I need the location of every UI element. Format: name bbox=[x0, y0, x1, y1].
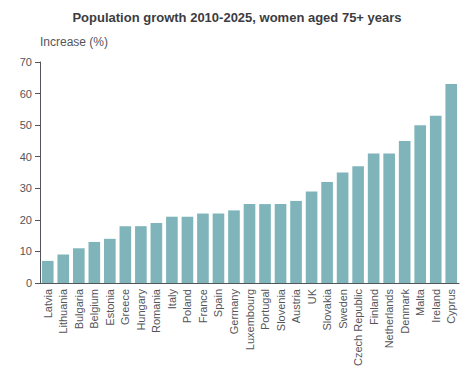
svg-text:Slovakia: Slovakia bbox=[321, 288, 333, 330]
svg-text:Portugal: Portugal bbox=[259, 289, 271, 330]
svg-text:Ireland: Ireland bbox=[430, 289, 442, 323]
svg-text:Belgium: Belgium bbox=[88, 289, 100, 329]
svg-text:0: 0 bbox=[26, 277, 32, 289]
svg-text:Finland: Finland bbox=[368, 289, 380, 325]
svg-text:40: 40 bbox=[20, 151, 32, 163]
svg-text:Spain: Spain bbox=[212, 289, 224, 317]
svg-text:Estonia: Estonia bbox=[104, 288, 116, 326]
svg-text:Austria: Austria bbox=[290, 288, 302, 323]
svg-text:Poland: Poland bbox=[181, 289, 193, 323]
svg-text:Sweden: Sweden bbox=[337, 289, 349, 329]
svg-text:60: 60 bbox=[20, 88, 32, 100]
svg-text:10: 10 bbox=[20, 245, 32, 257]
svg-text:Bulgaria: Bulgaria bbox=[73, 288, 85, 329]
svg-text:Romania: Romania bbox=[150, 288, 162, 333]
svg-text:50: 50 bbox=[20, 119, 32, 131]
svg-text:Lithuania: Lithuania bbox=[57, 288, 69, 334]
svg-text:Population growth 2010-2025, w: Population growth 2010-2025, women aged … bbox=[72, 10, 401, 25]
svg-text:Latvia: Latvia bbox=[42, 288, 54, 318]
svg-text:Hungary: Hungary bbox=[135, 289, 147, 331]
svg-text:Netherlands: Netherlands bbox=[383, 289, 395, 349]
svg-text:UK: UK bbox=[306, 288, 318, 304]
svg-text:Czech Republic: Czech Republic bbox=[352, 289, 364, 367]
svg-text:Germany: Germany bbox=[228, 289, 240, 335]
svg-text:30: 30 bbox=[20, 182, 32, 194]
svg-text:Malta: Malta bbox=[414, 288, 426, 316]
svg-text:France: France bbox=[197, 289, 209, 323]
svg-text:Slovenia: Slovenia bbox=[275, 288, 287, 331]
svg-text:Cyprus: Cyprus bbox=[445, 289, 457, 324]
svg-text:Greece: Greece bbox=[119, 289, 131, 325]
svg-text:Increase (%): Increase (%) bbox=[40, 35, 108, 49]
svg-text:70: 70 bbox=[20, 56, 32, 68]
svg-text:Luxembourg: Luxembourg bbox=[244, 289, 256, 350]
svg-text:Italy: Italy bbox=[166, 289, 178, 310]
svg-text:20: 20 bbox=[20, 214, 32, 226]
svg-text:Denmark: Denmark bbox=[399, 289, 411, 334]
